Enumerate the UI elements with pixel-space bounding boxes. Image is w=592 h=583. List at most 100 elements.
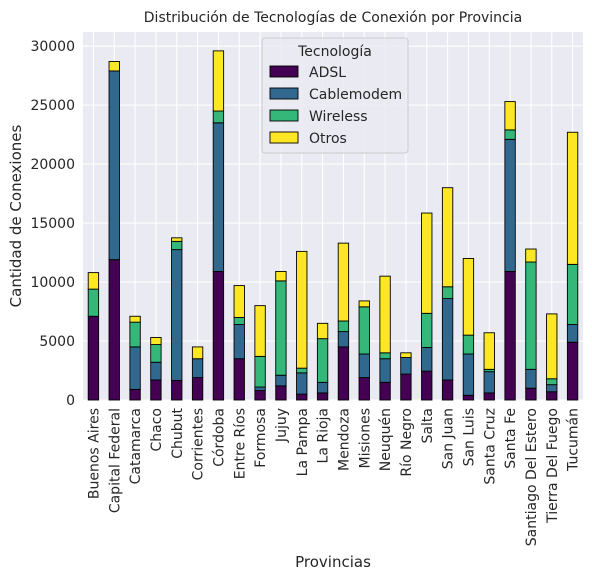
bar-segment-adsl	[526, 388, 536, 400]
bar-segment-wireless	[422, 313, 432, 347]
bar-segment-cablemodem	[130, 347, 140, 389]
x-tick-label: Chubut	[170, 408, 186, 459]
bar-segment-adsl	[484, 393, 494, 400]
legend: Tecnología ADSL Cablemodem Wireless Otros	[262, 38, 408, 153]
bar-segment-otros	[463, 258, 473, 335]
x-tick-label: San Juan	[441, 408, 457, 469]
y-tick-label: 5000	[39, 334, 75, 350]
bar-segment-otros	[338, 243, 348, 321]
bar-segment-adsl	[192, 378, 202, 400]
bar-segment-adsl	[297, 394, 307, 400]
bar-segment-wireless	[213, 111, 223, 123]
bar-segment-adsl	[255, 391, 265, 400]
bar-segment-wireless	[380, 353, 390, 359]
x-tick-label: La Pampa	[295, 408, 311, 476]
x-tick-label: Corrientes	[191, 408, 207, 480]
bar-segment-otros	[255, 306, 265, 357]
legend-label: Cablemodem	[309, 87, 402, 103]
bar-segment-adsl	[338, 347, 348, 400]
bar-segment-wireless	[505, 130, 515, 139]
legend-swatch-wireless	[270, 110, 298, 121]
bar-segment-otros	[526, 249, 536, 262]
x-tick-label: Capital Federal	[107, 408, 123, 513]
bar-segment-cablemodem	[276, 375, 286, 386]
bar-segment-otros	[422, 213, 432, 313]
x-tick-label: Jujuy	[274, 408, 290, 443]
bar-segment-adsl	[172, 381, 182, 400]
bar-segment-otros	[484, 333, 494, 370]
bar-segment-otros	[276, 271, 286, 280]
bar-segment-adsl	[401, 374, 411, 400]
bar-segment-cablemodem	[526, 369, 536, 388]
bar-segment-otros	[505, 102, 515, 130]
legend-swatch-adsl	[270, 66, 298, 77]
legend-title: Tecnología	[297, 44, 372, 60]
y-tick-label: 0	[66, 393, 75, 409]
bar-segment-cablemodem	[567, 325, 577, 343]
bar-segment-cablemodem	[109, 71, 119, 260]
x-axis-label: Provincias	[295, 553, 371, 571]
x-tick-label: San Luis	[461, 408, 477, 466]
x-tick-label: Santa Fe	[503, 408, 519, 469]
x-tick-label: Buenos Aires	[86, 408, 102, 499]
bar-segment-cablemodem	[505, 139, 515, 271]
bar-segment-cablemodem	[213, 123, 223, 272]
bar-segment-cablemodem	[442, 299, 452, 380]
y-tick-label: 15000	[30, 216, 75, 232]
bar-segment-adsl	[213, 271, 223, 400]
y-tick-label: 20000	[30, 157, 75, 173]
legend-label: Wireless	[309, 109, 368, 125]
x-tick-label: Córdoba	[211, 408, 227, 467]
bar-segment-otros	[130, 316, 140, 322]
x-tick-label: Entre Ríos	[232, 408, 248, 479]
bar-segment-cablemodem	[338, 332, 348, 347]
x-tick-label: Formosa	[253, 408, 269, 468]
bar-segment-otros	[151, 337, 161, 344]
bar-segment-adsl	[130, 389, 140, 400]
bar-segment-adsl	[234, 359, 244, 400]
y-axis-label: Cantidad de Conexiones	[7, 124, 25, 307]
bar-segment-otros	[547, 314, 557, 379]
bar-segment-otros	[359, 301, 369, 307]
y-tick-label: 30000	[30, 39, 75, 55]
bar-segment-adsl	[359, 378, 369, 400]
bar-segment-wireless	[172, 241, 182, 249]
bar-segment-adsl	[151, 380, 161, 400]
bar-segment-cablemodem	[172, 250, 182, 381]
legend-label: ADSL	[309, 65, 346, 81]
bar-segment-wireless	[338, 321, 348, 332]
bar-segment-adsl	[505, 271, 515, 400]
x-tick-label: Misiones	[357, 408, 373, 469]
bar-segment-otros	[297, 251, 307, 368]
x-tick-label: Neuquén	[378, 408, 394, 471]
bar-segment-adsl	[88, 316, 98, 400]
bar-segment-wireless	[567, 264, 577, 324]
bar-segment-otros	[234, 286, 244, 318]
bar-segment-adsl	[380, 382, 390, 400]
bar-segment-otros	[172, 238, 182, 242]
bar-segment-otros	[380, 276, 390, 353]
bar-segment-otros	[442, 188, 452, 287]
bar-segment-wireless	[276, 281, 286, 375]
x-tick-labels: Buenos Aires Capital Federal Catamarca Chac…	[86, 408, 581, 547]
legend-swatch-otros	[270, 132, 298, 143]
x-tick-label: Mendoza	[336, 408, 352, 471]
x-tick-label: Chaco	[149, 408, 165, 452]
bar-segment-wireless	[359, 307, 369, 354]
bar-segment-cablemodem	[422, 348, 432, 372]
bar-segment-wireless	[317, 339, 327, 383]
bar-segment-otros	[213, 51, 223, 111]
bar-segment-cablemodem	[234, 325, 244, 359]
x-tick-label: Salta	[420, 408, 436, 443]
bar-segment-adsl	[317, 393, 327, 400]
bar-segment-cablemodem	[359, 354, 369, 378]
bar-segment-otros	[401, 353, 411, 358]
x-tick-label: Río Negro	[399, 408, 415, 477]
bar-segment-wireless	[526, 262, 536, 369]
bar-segment-wireless	[463, 335, 473, 354]
bar-segment-cablemodem	[151, 362, 161, 380]
bar-segment-cablemodem	[463, 354, 473, 395]
x-tick-label: Tierra Del Fuego	[545, 408, 561, 524]
